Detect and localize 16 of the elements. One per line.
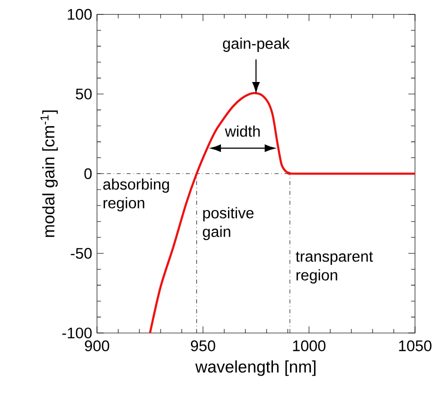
- x-tick-label: 1050: [399, 340, 432, 352]
- annotation: absorbing region: [103, 178, 169, 212]
- y-tick-label: 100: [68, 8, 92, 20]
- y-axis-title: modal gain [cm$^{-1}$]: [40, 110, 58, 237]
- y-tick-label: 50: [76, 88, 92, 100]
- annotation: transparent region: [296, 252, 373, 284]
- annotation: gain-peak: [222, 38, 290, 52]
- y-tick-label: -100: [62, 328, 92, 338]
- y-tick-label: 0: [84, 168, 92, 180]
- x-tick-label: 1000: [293, 340, 326, 352]
- x-tick-label: 900: [84, 340, 110, 352]
- x-tick-label: 950: [190, 340, 216, 352]
- x-axis-title: wavelength [nm]: [195, 360, 316, 376]
- annotation: positive gain: [202, 207, 254, 240]
- annotation: width: [224, 126, 260, 137]
- y-tick-label: -50: [70, 248, 92, 259]
